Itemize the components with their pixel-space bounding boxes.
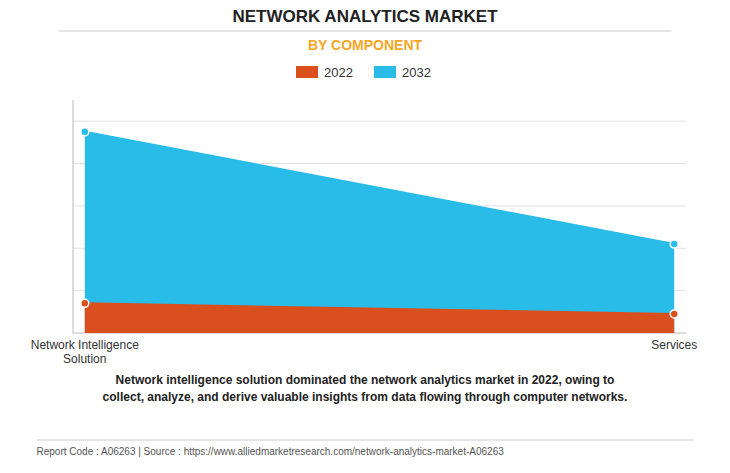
marker [670,310,678,318]
caption: Network intelligence solution dominated … [103,373,628,404]
chart: NETWORK ANALYTICS MARKET BY COMPONENT 2022… [0,0,730,473]
area [85,303,674,333]
legend-label: 2022 [324,65,353,80]
marker [81,299,89,307]
legend-swatch [374,66,396,78]
title-rule [58,31,671,32]
footer-rule [37,440,694,441]
text-line: Network Intelligence [31,338,139,352]
legend-swatch [296,66,318,78]
text-line: collect, analyze, and derive valuable in… [103,390,628,404]
grid-line [73,121,686,122]
text-line: Report Code : A06263 | Source : https://… [37,446,505,457]
marker [81,128,89,136]
footer: Report Code : A06263 | Source : https://… [37,446,505,457]
marker [670,240,678,248]
line [85,303,674,314]
title: NETWORK ANALYTICS MARKET [232,7,498,26]
text-line: Solution [63,352,106,366]
y-axis-line [73,100,74,333]
x-tick-label: Network IntelligenceSolution [31,338,139,366]
legend-label: 2032 [402,65,431,80]
text-line: Services [651,338,697,352]
line [85,132,674,244]
legend: 2022 2032 [296,65,431,80]
plot-marks [81,128,678,333]
x-tick-label: Services [651,338,697,352]
subtitle: BY COMPONENT [308,37,423,53]
text-line: Network intelligence solution dominated … [116,373,615,387]
area [85,132,674,333]
